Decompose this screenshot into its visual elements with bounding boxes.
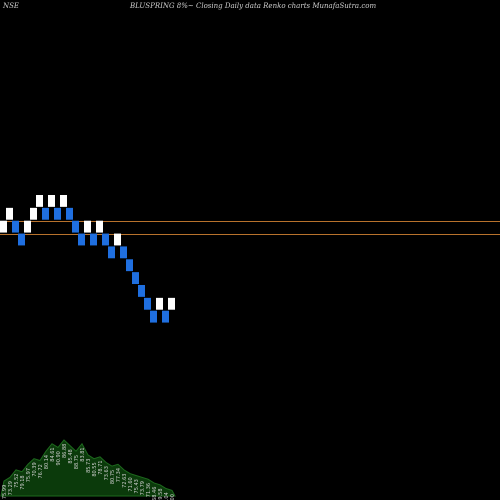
volume-label-5: 75.97 (26, 468, 32, 482)
volume-label-18: 73.63 (104, 466, 110, 480)
volume-label-27: 69.58 (158, 488, 164, 500)
renko-brick-1 (0, 220, 7, 233)
renko-brick-24 (138, 285, 145, 297)
volume-label-25: 71.36 (146, 483, 152, 497)
renko-brick-6 (30, 207, 37, 220)
renko-brick-16 (90, 233, 97, 246)
volume-label-6: 70.39 (32, 462, 38, 476)
volume-label-28: 65.04 (164, 492, 170, 500)
volume-label-11: 86.88 (62, 444, 68, 458)
renko-brick-15 (84, 220, 91, 233)
volume-label-22: 71.60 (128, 477, 134, 491)
volume-label-7: 76.72 (38, 464, 44, 478)
renko-brick-14 (78, 233, 85, 246)
volume-label-8: 80.14 (44, 455, 50, 469)
renko-brick-7 (36, 195, 43, 207)
renko-brick-11 (60, 195, 67, 207)
renko-brick-9 (48, 195, 55, 207)
volume-label-12: 85.48 (68, 449, 74, 463)
volume-label-19: 80.75 (110, 470, 116, 484)
renko-brick-28 (162, 310, 169, 323)
volume-label-15: 85.73 (86, 459, 92, 473)
renko-brick-5 (24, 220, 31, 233)
renko-brick-20 (114, 233, 121, 246)
renko-brick-3 (12, 220, 19, 233)
renko-brick-10 (54, 207, 61, 220)
renko-brick-29 (168, 297, 175, 310)
volume-label-4: 79.18 (20, 475, 26, 489)
volume-label-13: 88.75 (74, 455, 80, 469)
volume-label-29: 67.00 (170, 494, 176, 500)
volume-label-16: 80.55 (92, 462, 98, 476)
renko-brick-13 (72, 220, 79, 233)
renko-brick-25 (144, 297, 151, 310)
renko-brick-4 (18, 233, 25, 246)
volume-label-2: 73.29 (8, 481, 14, 495)
renko-brick-19 (108, 246, 115, 259)
volume-label-24: 73.79 (140, 481, 146, 495)
volume-label-1: 75.99 (2, 485, 8, 499)
renko-brick-8 (42, 207, 49, 220)
renko-brick-27 (156, 297, 163, 310)
renko-brick-17 (96, 220, 103, 233)
volume-area (0, 439, 176, 497)
volume-label-10: 90.90 (56, 451, 62, 465)
volume-label-20: 77.34 (116, 468, 122, 482)
exchange-label: NSE (3, 2, 20, 10)
renko-brick-18 (102, 233, 109, 246)
renko-brick-22 (126, 259, 133, 272)
volume-label-17: 78.71 (98, 460, 104, 474)
volume-label-9: 84.61 (50, 447, 56, 461)
renko-brick-12 (66, 207, 73, 220)
volume-label-23: 75.43 (134, 479, 140, 493)
chart-title: BLUSPRING 8%~ Closing Daily data Renko c… (130, 2, 377, 10)
renko-brick-2 (6, 207, 13, 220)
renko-brick-26 (150, 310, 157, 323)
volume-label-3: 75.52 (14, 474, 20, 488)
renko-brick-21 (120, 246, 127, 259)
renko-brick-23 (132, 272, 139, 284)
volume-label-26: 68.46 (152, 487, 158, 500)
volume-label-21: 72.63 (122, 474, 128, 488)
volume-label-14: 83.81 (80, 447, 86, 461)
